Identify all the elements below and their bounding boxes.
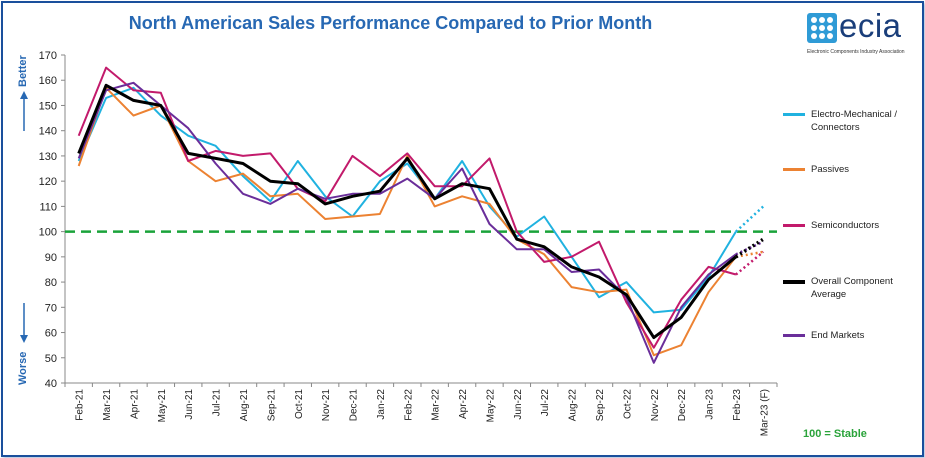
y-tick-label: 160 xyxy=(39,75,57,87)
series-forecast-semis xyxy=(735,250,765,276)
x-tick-label: May-22 xyxy=(485,389,496,423)
worse-indicator: Worse xyxy=(13,303,37,385)
x-tick-label: Jan-23 xyxy=(705,389,716,420)
legend-label: Electro-Mechanical / Connectors xyxy=(811,109,898,133)
x-tick-label: Sep-22 xyxy=(595,389,606,422)
x-tick-label: Aug-22 xyxy=(568,389,579,422)
y-tick-label: 170 xyxy=(39,50,57,62)
legend-label: Semiconductors xyxy=(811,220,880,231)
x-tick-label: Dec-22 xyxy=(677,389,688,422)
x-tick-label: Feb-23 xyxy=(732,389,743,421)
series-forecast-electro xyxy=(735,205,765,233)
x-tick-label: Oct-22 xyxy=(622,389,633,419)
x-tick-label: Mar-23 (F) xyxy=(759,389,770,436)
x-tick-label: Feb-22 xyxy=(403,389,414,421)
legend-label: Passives xyxy=(811,164,850,175)
y-tick-label: 90 xyxy=(45,252,57,264)
x-tick-label: Jul-22 xyxy=(540,389,551,417)
chart-title: North American Sales Performance Compare… xyxy=(128,13,653,33)
y-tick-label: 120 xyxy=(39,176,57,188)
worse-label: Worse xyxy=(17,351,29,385)
x-tick-label: Mar-22 xyxy=(431,389,442,421)
x-tick-label: Nov-22 xyxy=(650,389,661,422)
series-forecast-overall xyxy=(734,237,765,259)
series-line-overall xyxy=(77,83,737,340)
arrow-down-icon xyxy=(20,303,28,343)
y-tick-label: 100 xyxy=(39,227,57,239)
y-tick-label: 110 xyxy=(39,201,57,213)
x-tick-label: Jan-22 xyxy=(376,389,387,420)
better-indicator: Better xyxy=(13,55,37,135)
y-tick-label: 80 xyxy=(45,277,57,289)
x-tick-label: Jul-21 xyxy=(212,389,223,417)
ecia-logo-icon xyxy=(807,13,837,43)
x-tick-label: Feb-21 xyxy=(75,389,86,421)
x-tick-label: Jun-22 xyxy=(513,389,524,420)
logo-wordmark: ecia xyxy=(839,7,902,44)
legend-swatch xyxy=(783,280,805,284)
series-line-endmarkets xyxy=(77,81,737,364)
y-tick-label: 150 xyxy=(39,100,57,112)
x-tick-label: Nov-21 xyxy=(321,389,332,422)
y-tick-label: 40 xyxy=(45,378,57,390)
x-tick-label: Dec-21 xyxy=(349,389,360,422)
y-tick-label: 140 xyxy=(39,126,57,138)
legend-swatch xyxy=(783,113,805,116)
x-tick-label: Oct-21 xyxy=(294,389,305,419)
y-tick-label: 50 xyxy=(45,353,57,365)
legend-swatch xyxy=(783,224,805,227)
y-tick-label: 70 xyxy=(45,302,57,314)
series-line-electro xyxy=(77,86,737,314)
x-tick-label: Aug-21 xyxy=(239,389,250,422)
x-tick-label: Mar-21 xyxy=(102,389,113,421)
x-tick-label: Jun-21 xyxy=(184,389,195,420)
y-tick-label: 130 xyxy=(39,151,57,163)
legend-label: End Markets xyxy=(811,330,865,341)
legend-swatch xyxy=(783,334,805,337)
ecia-logo: ecia Electronic Components Industry Asso… xyxy=(807,7,917,55)
legend-label: Overall Component Average xyxy=(811,276,893,300)
x-tick-label: Sep-21 xyxy=(266,389,277,422)
y-tick-label: 60 xyxy=(45,328,57,340)
series-line-semis xyxy=(77,66,737,349)
arrow-up-icon xyxy=(20,91,28,131)
stable-note: 100 = Stable xyxy=(803,428,867,440)
legend-swatch xyxy=(783,168,805,171)
logo-subtitle: Electronic Components Industry Associati… xyxy=(807,49,905,55)
plot-area: 40 50 60 70 80 90 100 110 120 130 140 150 160 170 Feb-… xyxy=(39,50,778,436)
x-tick-label: Apr-22 xyxy=(458,389,469,419)
better-label: Better xyxy=(17,55,29,87)
x-tick-label: May-21 xyxy=(157,389,168,423)
x-tick-label: Apr-21 xyxy=(129,389,140,419)
